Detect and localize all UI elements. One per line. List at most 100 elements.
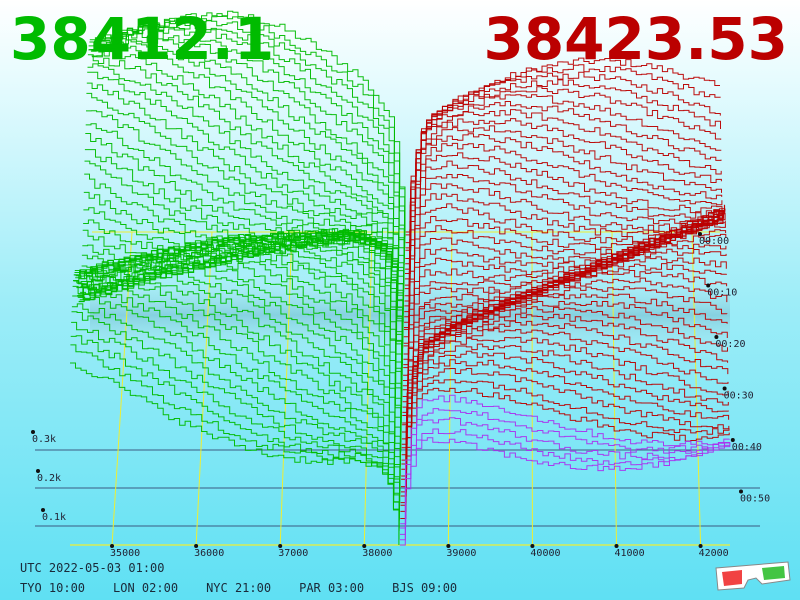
bid-depth-line-6: [89, 29, 405, 263]
clock-par: PAR 03:00: [299, 581, 365, 595]
time-tick-dot-3: [722, 386, 727, 391]
ask-price: 38423.53: [483, 5, 788, 73]
ask-depth-line-51: [400, 359, 730, 504]
time-tick-label-4: 00:40: [732, 442, 762, 453]
bid-depth-line-9: [88, 44, 405, 280]
x-tick-label-36000: 36000: [194, 548, 224, 559]
ask-depth-line-50: [400, 350, 729, 497]
ask-depth-line-12: [404, 152, 723, 297]
bid-depth-line-13: [87, 71, 405, 299]
clock-tyo: TYO 10:00: [20, 581, 86, 595]
bid-depth-line-52: [72, 285, 401, 505]
ask-depth-line-59: [399, 437, 731, 546]
x-tick-dot-38000: [362, 544, 367, 548]
bid-depth-line-23: [83, 207, 404, 354]
y-tick-label-100: 0.1k: [42, 512, 66, 523]
y-tick-dot-300: [31, 430, 35, 434]
bid-depth-line-47: [74, 261, 401, 479]
ask-depth-line-48: [401, 336, 729, 488]
ask-depth-line-5: [405, 94, 722, 259]
x-tick-dot-35000: [110, 544, 115, 548]
ask-depth-line-1: [405, 64, 721, 236]
ask-depth-line-7: [405, 109, 722, 270]
ask-depth-line-45: [401, 313, 729, 470]
bid-depth-line-53: [72, 295, 400, 512]
bid-depth-line-8: [89, 39, 405, 275]
bid-depth-line-59: [70, 362, 400, 545]
time-tick-label-1: 00:10: [707, 288, 737, 299]
bid-depth-line-15: [86, 92, 404, 310]
ask-depth-line-3: [405, 79, 721, 249]
ask-depth-line-56: [400, 408, 730, 529]
ask-depth-line-10: [404, 133, 723, 286]
ask-depth-line-8: [405, 118, 722, 274]
3d-glasses-icon[interactable]: [712, 558, 792, 594]
bid-depth-line-48: [74, 266, 401, 487]
bid-depth-line-11: [87, 54, 405, 288]
time-tick-dot-0: [698, 232, 702, 236]
ask-depth-line-9: [404, 125, 722, 280]
ask-depth-line-42: [401, 293, 728, 456]
ask-depth-line-54: [400, 387, 730, 519]
ask-depth-line-15: [404, 183, 723, 313]
time-tick-label-0: 00:00: [699, 236, 729, 247]
clock-lon: LON 02:00: [113, 581, 179, 595]
time-tick-label-2: 00:20: [715, 339, 745, 350]
utc-time: UTC 2022-05-03 01:00: [20, 561, 165, 575]
x-tick-label-42000: 42000: [699, 548, 729, 559]
clock-nyc: NYC 21:00: [206, 581, 272, 595]
ask-depth-line-47: [401, 328, 729, 480]
ask-depth-line-55: [400, 394, 730, 525]
x-tick-dot-41000: [614, 544, 619, 548]
bid-depth-line-7: [89, 34, 405, 266]
x-tick-dot-40000: [530, 544, 535, 548]
time-tick-dot-4: [730, 438, 735, 442]
ask-depth-line-2: [405, 71, 721, 244]
ask-depth-line-53: [400, 379, 730, 512]
bid-depth-line-46: [74, 256, 401, 476]
price-grid-line-42000: [691, 231, 702, 546]
bid-depth-line-54: [71, 303, 400, 519]
world-clocks: TYO 10:00 LON 02:00 NYC 21:00 PAR 03:00 …: [20, 581, 485, 595]
ask-depth-line-6: [405, 101, 722, 265]
price-grid-line-37000: [279, 231, 293, 546]
y-tick-dot-200: [36, 469, 40, 473]
time-tick-label-5: 00:50: [740, 494, 770, 505]
price-grid-line-41000: [611, 231, 617, 546]
x-axis-ticks: 35000 36000 37000 38000 39000 40000 41000 42000: [110, 544, 729, 559]
ask-depth-line-14: [404, 174, 723, 307]
bid-depth-line-12: [87, 63, 405, 293]
ask-depth-line-46: [401, 320, 729, 477]
y-tick-dot-100: [41, 508, 45, 512]
ask-depth-line-11: [404, 142, 723, 290]
x-tick-label-40000: 40000: [530, 548, 560, 559]
bid-depth-line-56: [71, 321, 400, 529]
y-axis-ticks: 0.1k 0.2k 0.3k: [31, 430, 66, 523]
x-tick-dot-37000: [278, 544, 283, 548]
time-tick-dot-1: [706, 283, 711, 288]
time-tick-label-3: 00:30: [724, 391, 754, 402]
bid-depth-line-42: [76, 243, 402, 453]
x-tick-dot-39000: [446, 544, 451, 548]
y-grid-lines: [35, 449, 760, 527]
bid-depth-line-1: [91, 13, 406, 238]
ask-depth-line-52: [400, 368, 730, 506]
ask-depth-line-13: [404, 160, 723, 302]
ask-depth-line-0: [405, 57, 720, 233]
bid-depth-lines: [70, 10, 406, 545]
x-tick-label-37000: 37000: [278, 548, 308, 559]
y-tick-label-300: 0.3k: [32, 434, 56, 445]
ask-depth-line-57: [400, 417, 731, 535]
x-tick-label-39000: 39000: [446, 548, 476, 559]
price-grid-line-38000: [363, 231, 373, 546]
x-tick-dot-36000: [194, 544, 199, 548]
ask-depth-line-16: [404, 193, 724, 318]
x-tick-label-35000: 35000: [110, 548, 140, 559]
bid-depth-line-19: [84, 149, 404, 333]
bid-depth-line-51: [73, 280, 401, 503]
bid-depth-line-5: [90, 25, 405, 259]
bid-depth-line-37: [78, 233, 402, 426]
bid-depth-line-0: [92, 10, 406, 232]
time-axis-ticks: 00:00 00:10 00:20 00:30 00:40 00:50: [698, 232, 770, 505]
